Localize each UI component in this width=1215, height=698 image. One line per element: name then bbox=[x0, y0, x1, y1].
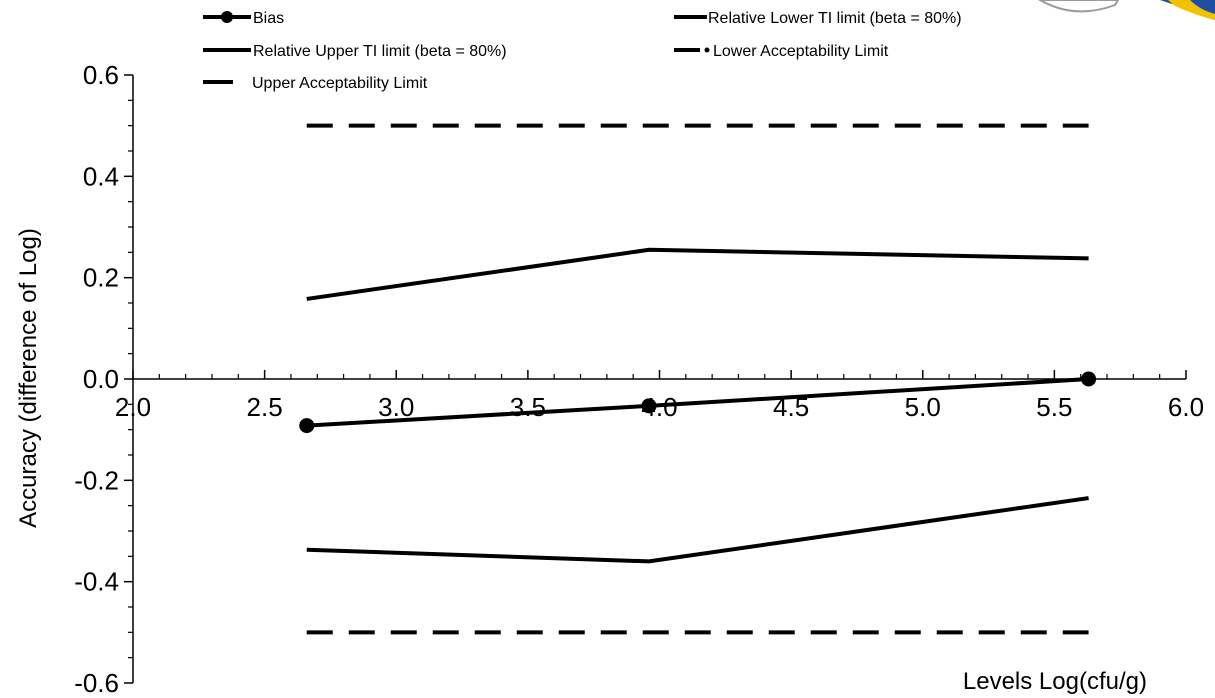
plot-area: 0.6 0.4 0.2 0.0 -0.2 -0.4 -0.6 2.0 2.5 3.0 3.5 4.0 4… bbox=[74, 60, 1204, 698]
y-tick-label: 0.4 bbox=[83, 161, 119, 191]
x-tick-label: 3.5 bbox=[510, 392, 546, 422]
legend-label-bias: Bias bbox=[253, 10, 284, 27]
x-tick-label: 6.0 bbox=[1168, 392, 1204, 422]
legend-label-upper-acceptability: Upper Acceptability Limit bbox=[252, 75, 428, 92]
y-axis-title: Accuracy (difference of Log) bbox=[15, 228, 42, 528]
x-tick-label: 2.5 bbox=[247, 392, 283, 422]
legend-item-upper-ti: Relative Upper TI limit (beta = 80%) bbox=[203, 43, 507, 60]
x-tick-label: 5.5 bbox=[1036, 392, 1072, 422]
y-tick-label: -0.2 bbox=[74, 465, 119, 495]
y-tick-label: -0.6 bbox=[74, 668, 119, 698]
y-tick-label: 0.2 bbox=[83, 263, 119, 293]
legend-item-lower-acceptability: Lower Acceptability Limit bbox=[674, 43, 889, 60]
series-line-0 bbox=[306, 377, 1089, 428]
series-layer bbox=[299, 123, 1097, 635]
bias-point bbox=[641, 398, 657, 414]
y-tick-label: 0.6 bbox=[83, 60, 119, 90]
legend-item-bias: Bias bbox=[203, 10, 284, 27]
logo-icon bbox=[1037, 0, 1215, 20]
bias-point bbox=[299, 418, 315, 434]
x-tick-label: 4.0 bbox=[641, 392, 677, 422]
series-line-2 bbox=[306, 247, 1089, 301]
legend-label-lower-ti: Relative Lower TI limit (beta = 80%) bbox=[708, 10, 962, 27]
legend-item-lower-ti: Relative Lower TI limit (beta = 80%) bbox=[674, 10, 962, 27]
x-tick-label: 4.5 bbox=[773, 392, 809, 422]
x-tick-label: 3.0 bbox=[378, 392, 414, 422]
y-tick-label: -0.4 bbox=[74, 567, 119, 597]
x-axis-title: Levels Log(cfu/g) bbox=[963, 668, 1147, 695]
legend-label-lower-acceptability: Lower Acceptability Limit bbox=[713, 43, 889, 60]
series-line-1 bbox=[306, 496, 1089, 564]
y-tick-label: 0.0 bbox=[83, 364, 119, 394]
legend: Bias Relative Lower TI limit (beta = 80%… bbox=[203, 10, 962, 92]
x-tick-label: 2.0 bbox=[115, 392, 151, 422]
legend-item-upper-acceptability: Upper Acceptability Limit bbox=[203, 75, 428, 92]
axes-layer: 0.6 0.4 0.2 0.0 -0.2 -0.4 -0.6 2.0 2.5 3.0 3.5 4.0 4… bbox=[74, 60, 1204, 698]
x-tick-label: 5.0 bbox=[905, 392, 941, 422]
legend-label-upper-ti: Relative Upper TI limit (beta = 80%) bbox=[253, 43, 507, 60]
